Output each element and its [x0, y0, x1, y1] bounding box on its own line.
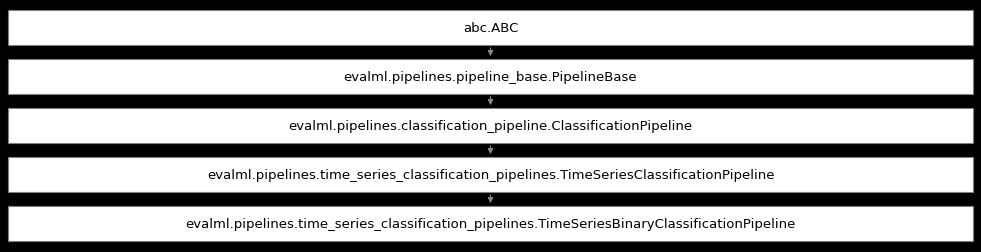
Text: evalml.pipelines.classification_pipeline.ClassificationPipeline: evalml.pipelines.classification_pipeline… [288, 119, 693, 133]
Text: evalml.pipelines.time_series_classification_pipelines.TimeSeriesBinaryClassifica: evalml.pipelines.time_series_classificat… [185, 217, 796, 230]
Text: abc.ABC: abc.ABC [463, 22, 518, 35]
Text: evalml.pipelines.time_series_classification_pipelines.TimeSeriesClassificationPi: evalml.pipelines.time_series_classificat… [207, 168, 774, 181]
Bar [8, 60, 973, 94]
Bar [8, 206, 973, 241]
Bar [8, 158, 973, 192]
Bar [8, 11, 973, 46]
Text: evalml.pipelines.pipeline_base.PipelineBase: evalml.pipelines.pipeline_base.PipelineB… [343, 71, 638, 84]
Bar [8, 109, 973, 143]
